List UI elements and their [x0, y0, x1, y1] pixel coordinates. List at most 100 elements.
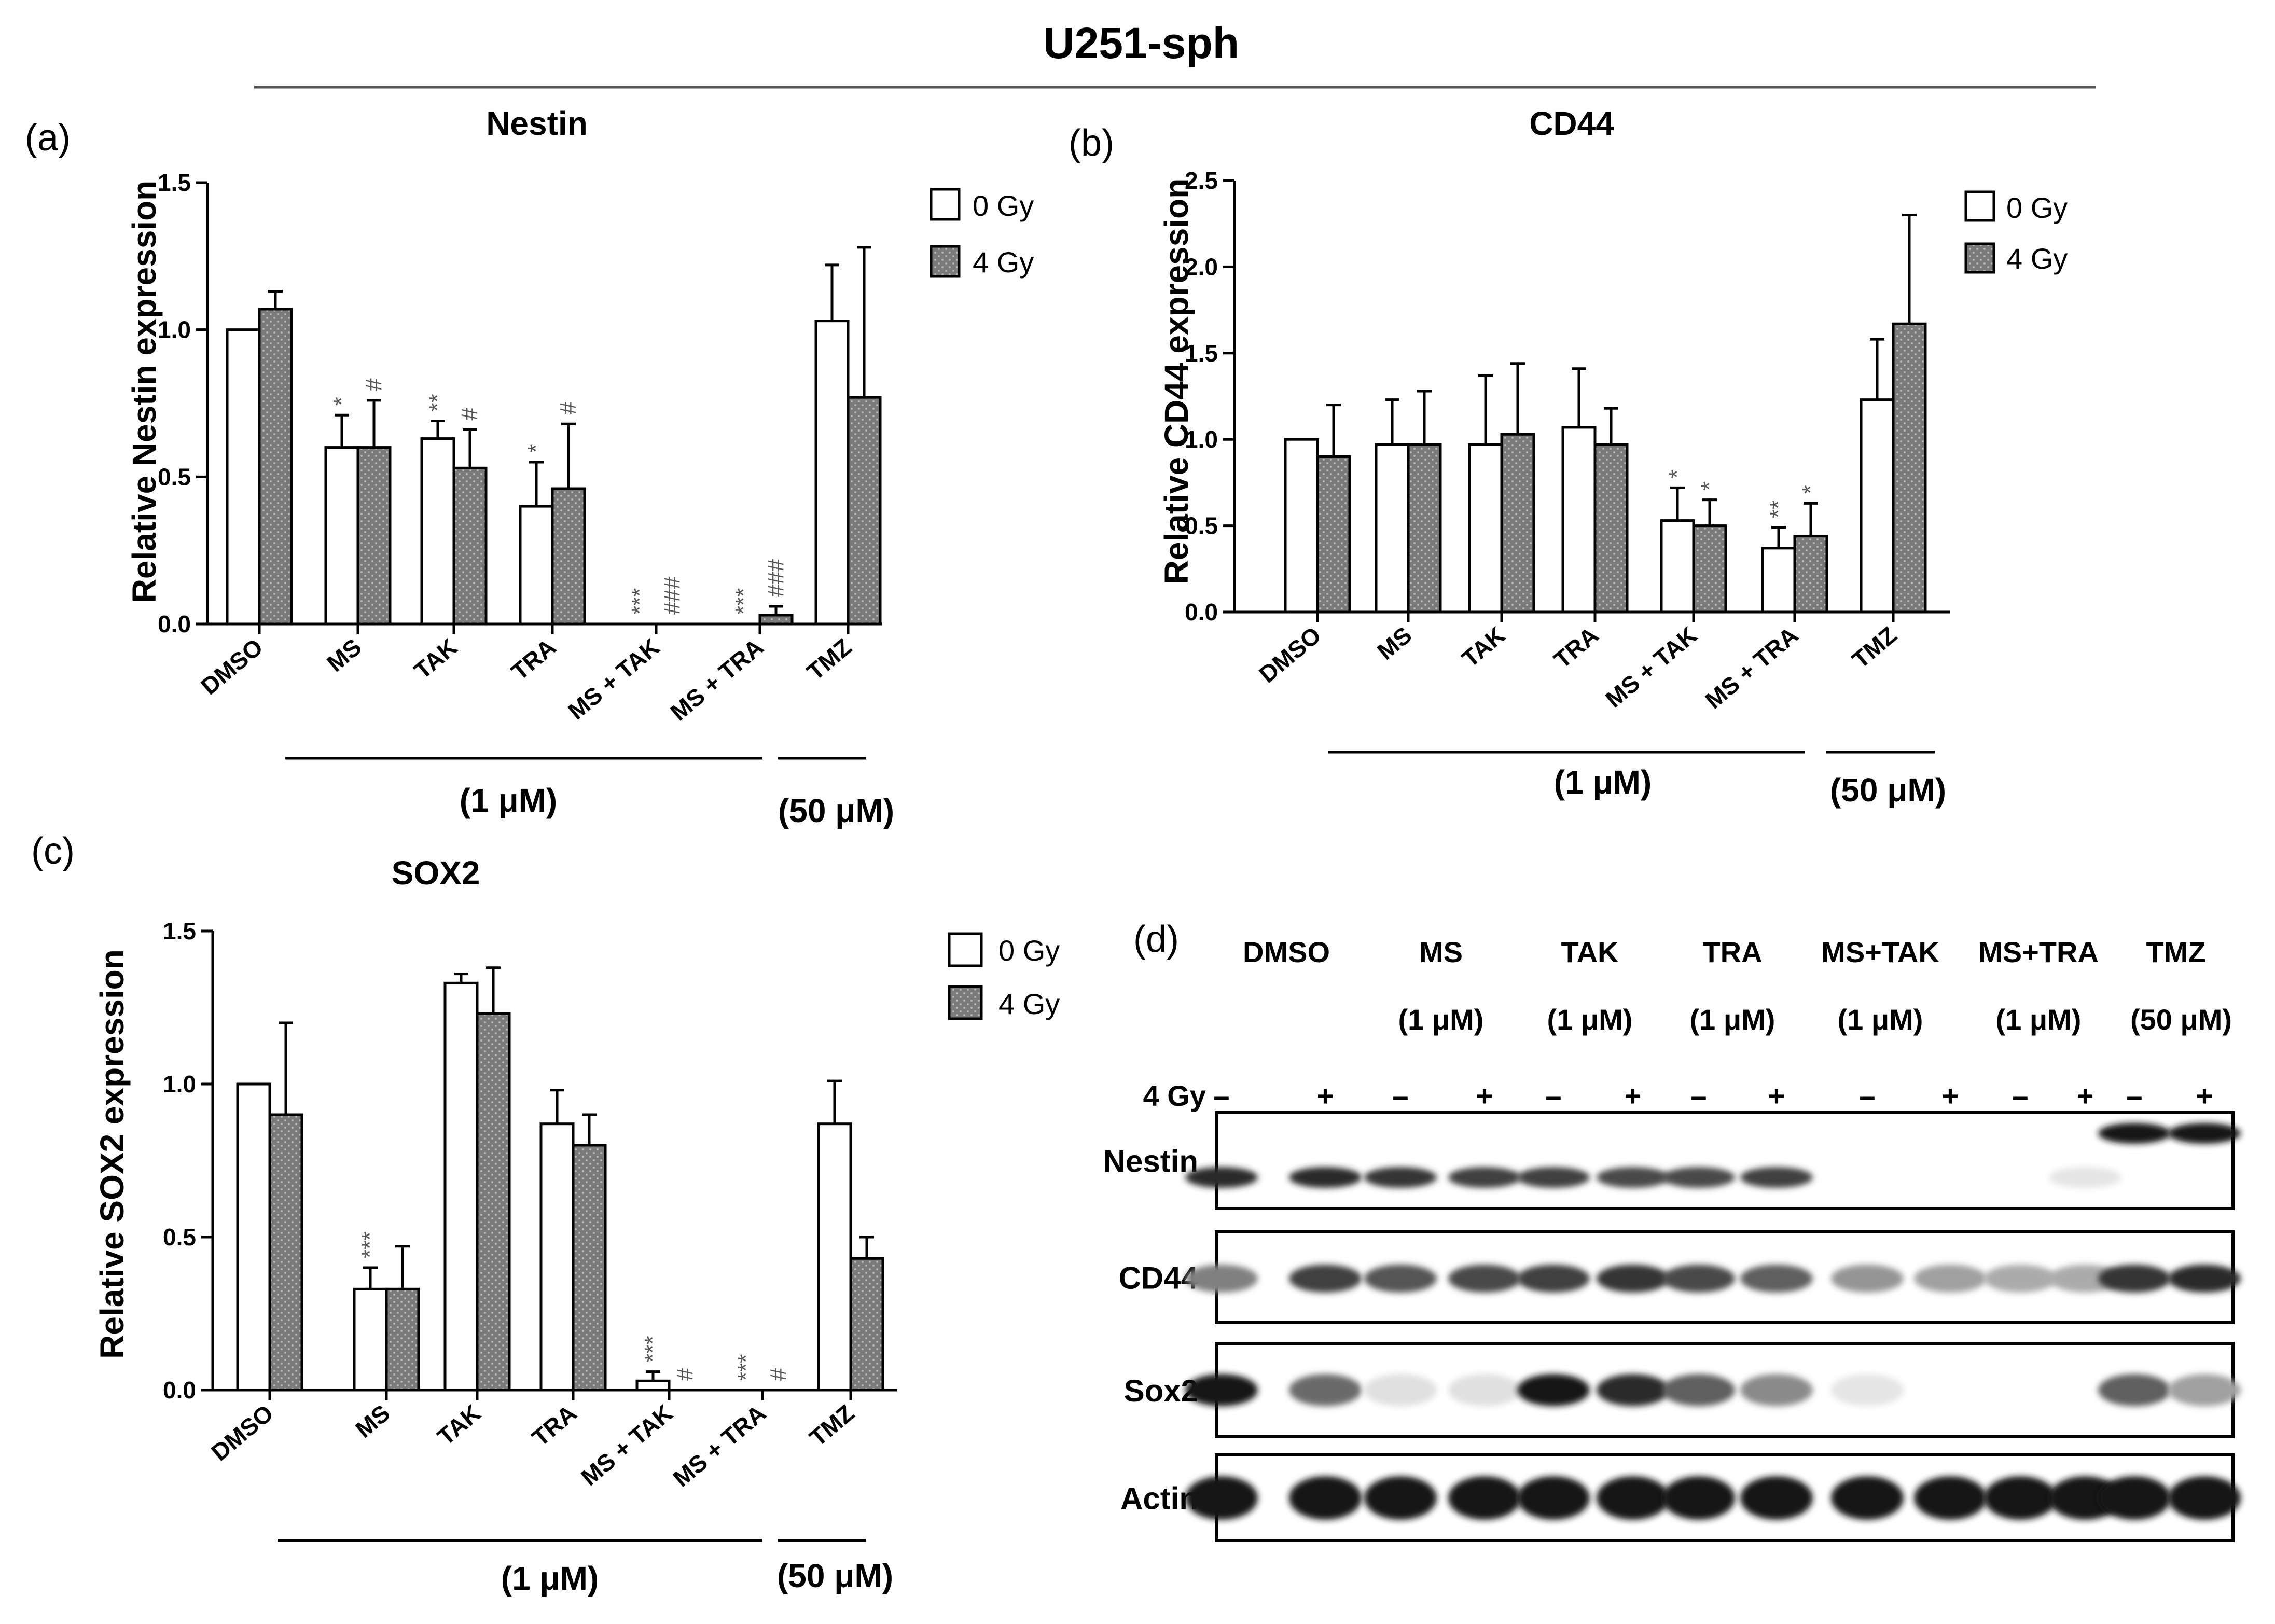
x-tick-label: TMZ [804, 1399, 859, 1452]
y-tick-label: 1.5 [158, 169, 191, 196]
x-tick-label: TMZ [1847, 621, 1902, 674]
blot-band [1448, 1167, 1521, 1188]
x-tick-label: TAK [1456, 621, 1510, 672]
blot-band [1831, 1265, 1904, 1293]
blot-band [1984, 1265, 2057, 1293]
bar-4gy [1407, 443, 1442, 614]
panel-a-50um-label: (50 μM) [778, 792, 894, 829]
x-tick-label: MS [350, 1399, 395, 1443]
blot-band [1597, 1374, 1669, 1406]
y-tick-label: 1.0 [163, 1071, 196, 1098]
legend-label-4gy: 4 Gy [2006, 242, 2068, 275]
y-tick-label: 1.5 [1185, 340, 1218, 367]
panel-b-50um-label: (50 μM) [1830, 771, 1946, 809]
irradiation-sign: + [1942, 1079, 1959, 1112]
lane-name: MS [1419, 936, 1463, 968]
blot-label: CD44 [1119, 1261, 1199, 1296]
blot-band [1448, 1265, 1521, 1293]
x-tick-label: DMSO [206, 1399, 278, 1466]
irradiation-sign: – [1859, 1079, 1875, 1112]
bar-4gy [847, 396, 882, 626]
lane-conc: (1 μM) [1996, 1003, 2082, 1036]
blot-band [1517, 1374, 1590, 1406]
irradiation-sign: – [1545, 1079, 1561, 1112]
blot-frame [1215, 1111, 2235, 1210]
figure-title: U251-sph [1043, 19, 1239, 67]
significance-mark: * [1664, 469, 1690, 478]
blot-band [1662, 1167, 1735, 1188]
legend-label-0gy: 0 Gy [2006, 191, 2068, 224]
x-tick-label: MS + TAK [1600, 621, 1702, 713]
significance-mark: * [523, 444, 549, 453]
bar-0gy [236, 1082, 271, 1392]
bar-4gy [1692, 524, 1727, 614]
blot-band [2098, 1123, 2171, 1144]
y-tick-label: 1.5 [163, 918, 196, 945]
blot-band [1831, 1374, 1904, 1406]
bar-0gy [1761, 547, 1796, 614]
bar-0gy [226, 328, 261, 626]
lane-name: MS+TAK [1821, 936, 1939, 968]
lane-name: DMSO [1243, 936, 1330, 968]
significance-mark: # [457, 408, 482, 421]
significance-mark: ### [659, 576, 685, 615]
bar-4gy [258, 308, 293, 626]
x-tick-label: TMZ [802, 633, 857, 686]
significance-mark: # [556, 401, 581, 414]
significance-mark: # [766, 1368, 791, 1381]
x-tick-label: MS [322, 633, 366, 677]
panel-a-1um-label: (1 μM) [460, 782, 557, 819]
panel-a-ylabel: Relative Nestin expression [126, 181, 163, 603]
bar-4gy [452, 466, 488, 626]
bar-0gy [1561, 426, 1597, 614]
significance-mark: * [1697, 482, 1722, 491]
panel-a-nestin: (a) Nestin Relative Nestin expression 0.… [25, 105, 1034, 829]
blot-band [1185, 1265, 1258, 1293]
panel-a-title: Nestin [486, 105, 588, 142]
y-tick-label: 0.0 [1185, 599, 1218, 626]
panel-c-50um-label: (50 μM) [777, 1557, 893, 1594]
lane-headers: DMSO MS (1 μM) TAK (1 μM) TRA (1 μM) MS+TAK (1 μ… [1243, 936, 2232, 1036]
irradiation-sign: + [2196, 1079, 2213, 1112]
blot-band [1448, 1476, 1521, 1520]
significance-mark: # [361, 378, 386, 391]
panel-c-legend: 0 Gy 4 Gy [948, 932, 1060, 1020]
bar-4gy [551, 487, 586, 626]
bar-0gy [353, 1287, 388, 1392]
bar-4gy [849, 1257, 884, 1392]
significance-mark: * [1798, 485, 1823, 494]
panel-b-cd44: (b) CD44 Relative CD44 expression 0.0 0.5… [1069, 105, 2068, 809]
bar-0gy [814, 320, 850, 626]
bar-4gy [1500, 433, 1535, 614]
bar-0gy [817, 1122, 852, 1392]
blot-band [1289, 1476, 1362, 1520]
blot-band [1289, 1374, 1362, 1406]
bar-0gy [420, 437, 455, 626]
panel-b-title: CD44 [1529, 105, 1614, 142]
legend-swatch-0gy [930, 188, 961, 221]
legend-swatch-0gy [948, 932, 983, 967]
legend-label-0gy: 0 Gy [973, 189, 1034, 222]
significance-mark: ### [763, 559, 788, 597]
panel-a-legend: 0 Gy 4 Gy [930, 188, 1034, 279]
panel-b-ylabel: Relative CD44 expression [1158, 178, 1195, 585]
x-tick-label: MS + TRA [1700, 621, 1804, 714]
blot-band [1597, 1167, 1669, 1188]
irradiation-sign: + [1768, 1079, 1785, 1112]
blot-band [1364, 1476, 1437, 1520]
x-tick-label: MS [1372, 621, 1417, 665]
bar-4gy [572, 1144, 607, 1392]
panel-d-western-blot: (d) DMSO MS (1 μM) TAK (1 μM) TRA (1 μM) MS+TAK… [1103, 919, 2241, 1542]
significance-mark: ** [1766, 501, 1791, 518]
blot-band [1740, 1167, 1813, 1188]
blot-band [1364, 1167, 1437, 1188]
y-tick-label: 0.5 [1185, 512, 1218, 539]
blot-band [1517, 1167, 1590, 1188]
x-tick-label: TRA [1549, 621, 1604, 674]
legend-swatch-4gy [1964, 242, 1995, 274]
bar-4gy [356, 446, 392, 626]
